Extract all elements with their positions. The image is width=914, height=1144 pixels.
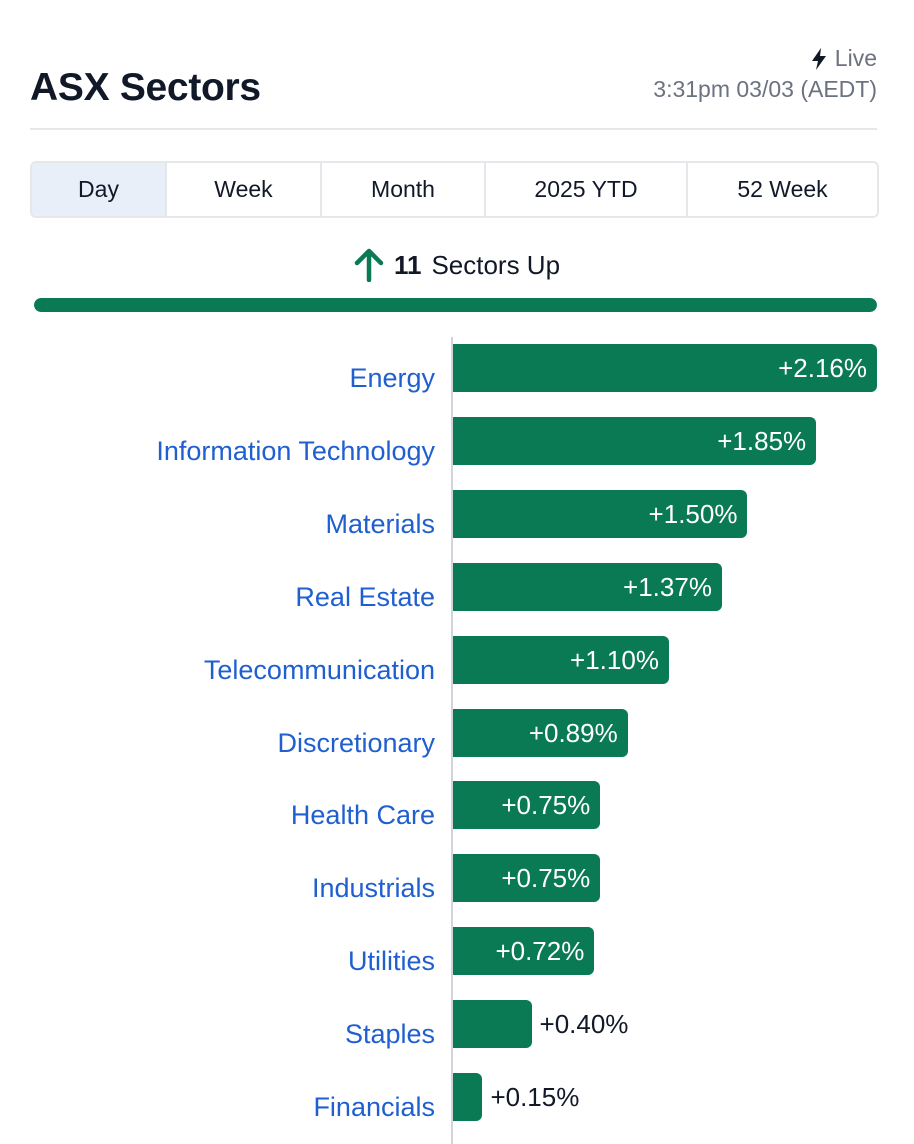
lightning-bolt-icon: [811, 47, 826, 70]
period-tabs: Day Week Month 2025 YTD 52 Week: [30, 161, 879, 218]
bar-row: Industrials +0.75%: [0, 854, 914, 904]
bar: [453, 781, 601, 830]
bar-row: Discretionary +0.89%: [0, 708, 914, 758]
sectors-up-label: Sectors Up: [431, 249, 561, 280]
tab-month[interactable]: Month: [322, 163, 486, 216]
bar-row: Telecommunication +1.10%: [0, 635, 914, 685]
sectors-up-progress: [34, 298, 877, 312]
sectors-up-progress-fill: [34, 298, 877, 312]
bar: [453, 927, 595, 976]
bar: [453, 344, 877, 392]
data-label: +1.50%: [648, 498, 738, 529]
data-label: +1.10%: [570, 644, 659, 675]
bar-row: Energy +2.16%: [0, 344, 914, 393]
live-label: Live: [834, 45, 877, 71]
category-label[interactable]: Staples: [344, 1019, 435, 1050]
bar: [453, 1073, 483, 1121]
bar-row: Information Technology +1.85%: [0, 416, 914, 466]
sectors-summary: 11 Sectors Up: [0, 248, 914, 282]
chart-axis-line: [451, 337, 453, 1144]
bar: [453, 416, 817, 465]
category-label[interactable]: Information Technology: [156, 435, 435, 466]
data-label: +0.75%: [501, 863, 591, 894]
data-label: +2.16%: [778, 353, 867, 383]
data-label: +0.72%: [495, 936, 585, 967]
bar-row: Health Care +0.75%: [0, 781, 914, 831]
bar-row: Staples +0.40%: [0, 1000, 914, 1050]
live-indicator: Live: [811, 45, 877, 72]
tab-2025-ytd[interactable]: 2025 YTD: [486, 163, 688, 216]
tab-day[interactable]: Day: [32, 163, 167, 216]
category-label[interactable]: Utilities: [347, 946, 435, 977]
page-title: ASX Sectors: [30, 66, 261, 109]
category-label[interactable]: Discretionary: [277, 727, 435, 758]
timestamp: 3:31pm 03/03 (AEDT): [653, 76, 877, 102]
data-label: +1.85%: [717, 425, 807, 456]
bar: [453, 708, 628, 757]
bar: [453, 1000, 532, 1049]
category-label[interactable]: Telecommunication: [203, 654, 435, 685]
bar-row: Financials +0.15%: [0, 1073, 914, 1122]
tab-52-week[interactable]: 52 Week: [737, 176, 828, 202]
arrow-up-icon: [354, 248, 384, 282]
bar: [453, 635, 669, 684]
data-label: +0.75%: [501, 790, 591, 821]
header: ASX Sectors Live 3:31pm 03/03 (AEDT): [30, 40, 877, 130]
data-label: +1.37%: [623, 571, 712, 602]
category-label[interactable]: Financials: [313, 1092, 435, 1122]
bar-row: Materials +1.50%: [0, 489, 914, 539]
category-label[interactable]: Energy: [349, 363, 435, 393]
data-label: +0.89%: [528, 717, 618, 748]
category-label[interactable]: Health Care: [290, 800, 435, 831]
data-label: +0.40%: [539, 1009, 629, 1040]
data-label: +0.15%: [490, 1082, 580, 1112]
bar-row: Real Estate +1.37%: [0, 562, 914, 612]
bar-row: Utilities +0.72%: [0, 927, 914, 977]
category-label[interactable]: Industrials: [311, 873, 435, 904]
category-label[interactable]: Real Estate: [295, 581, 435, 612]
bar: [453, 562, 722, 611]
sectors-up-count: 11: [393, 249, 422, 280]
tab-week[interactable]: Week: [167, 163, 322, 216]
category-label[interactable]: Materials: [325, 508, 435, 539]
bar: [453, 854, 601, 903]
bar: [453, 489, 748, 538]
